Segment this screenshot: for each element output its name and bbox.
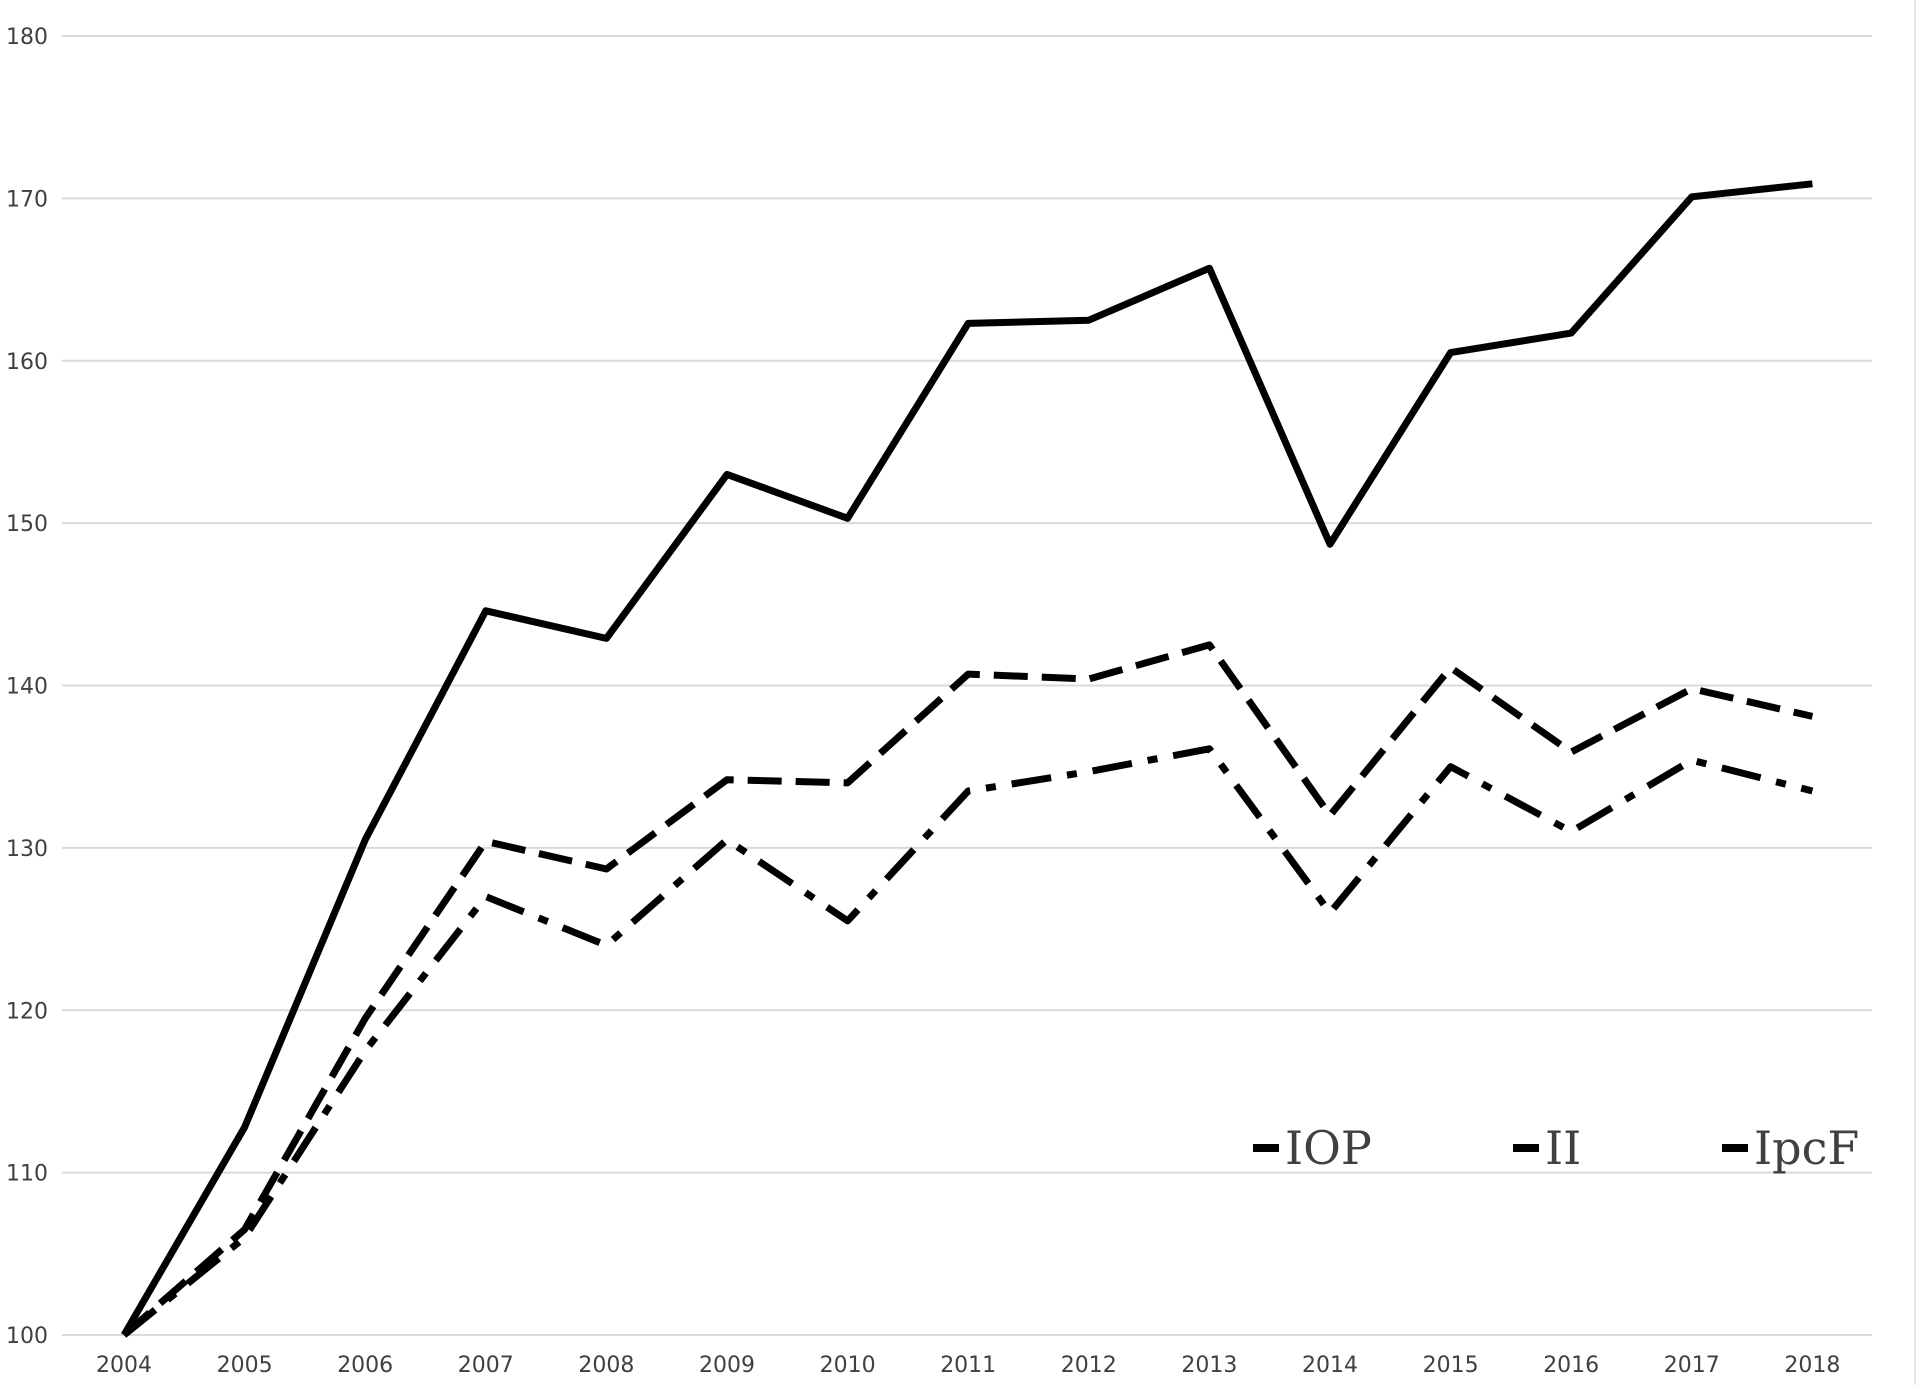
data-point-iop bbox=[845, 918, 851, 924]
data-point-ii bbox=[845, 780, 851, 786]
x-tick-label: 2016 bbox=[1543, 1353, 1599, 1378]
series-line-ipcf bbox=[120, 180, 1813, 1337]
legend: IOP II IpcF bbox=[1253, 1121, 1859, 1175]
data-point-iop bbox=[1086, 769, 1092, 775]
legend-label-iop: IOP bbox=[1285, 1121, 1372, 1175]
data-point-ii bbox=[483, 838, 489, 844]
x-tick-label: 2005 bbox=[217, 1353, 273, 1378]
data-point-ipcf bbox=[724, 471, 730, 477]
data-point-ii bbox=[1206, 642, 1212, 648]
y-tick-label: 110 bbox=[6, 1162, 48, 1187]
data-point-ipcf bbox=[1448, 350, 1454, 356]
data-point-ii bbox=[1568, 749, 1574, 755]
y-tick-label: 170 bbox=[6, 187, 48, 212]
data-point-ii bbox=[724, 777, 730, 783]
y-axis-tick-labels: 100 110 120 130 140 150 160 170 180 bbox=[6, 25, 48, 1349]
series-line-ii bbox=[121, 641, 1814, 1338]
data-point-iop bbox=[965, 788, 971, 794]
data-point-ipcf bbox=[603, 635, 609, 641]
y-tick-label: 160 bbox=[6, 350, 48, 375]
data-point-iop bbox=[1568, 829, 1574, 835]
x-tick-label: 2010 bbox=[820, 1353, 876, 1378]
x-tick-label: 2011 bbox=[940, 1353, 996, 1378]
x-tick-label: 2004 bbox=[96, 1353, 152, 1378]
legend-label-ii: II bbox=[1545, 1121, 1581, 1175]
x-tick-label: 2012 bbox=[1061, 1353, 1117, 1378]
x-tick-label: 2018 bbox=[1784, 1353, 1840, 1378]
data-point-ii bbox=[362, 1015, 368, 1021]
data-point-ipcf bbox=[483, 608, 489, 614]
data-point-iop bbox=[362, 1048, 368, 1054]
x-tick-label: 2007 bbox=[458, 1353, 514, 1378]
data-point-ipcf bbox=[242, 1124, 248, 1130]
data-point-ipcf bbox=[965, 320, 971, 326]
data-point-ipcf bbox=[1327, 541, 1333, 547]
data-point-ipcf bbox=[1206, 265, 1212, 271]
y-tick-label: 150 bbox=[6, 512, 48, 537]
data-point-ii bbox=[603, 866, 609, 872]
data-point-ipcf bbox=[1689, 194, 1695, 200]
x-tick-label: 2008 bbox=[578, 1353, 634, 1378]
data-point-ipcf bbox=[1809, 181, 1815, 187]
data-point-ii bbox=[242, 1226, 248, 1232]
data-point-iop bbox=[603, 942, 609, 948]
x-tick-label: 2009 bbox=[699, 1353, 755, 1378]
x-tick-label: 2017 bbox=[1664, 1353, 1720, 1378]
data-point-ipcf bbox=[362, 837, 368, 843]
y-tick-label: 180 bbox=[6, 25, 48, 50]
y-tick-label: 120 bbox=[6, 999, 48, 1024]
data-point-ii bbox=[1689, 686, 1695, 692]
y-tick-label: 140 bbox=[6, 675, 48, 700]
x-tick-label: 2015 bbox=[1423, 1353, 1479, 1378]
series-line-iop bbox=[121, 745, 1814, 1338]
y-tick-label: 130 bbox=[6, 837, 48, 862]
x-tick-label: 2006 bbox=[337, 1353, 393, 1378]
data-point-ii bbox=[965, 671, 971, 677]
gridlines bbox=[62, 35, 1872, 1336]
data-point-ii bbox=[1448, 665, 1454, 671]
series-lines bbox=[120, 180, 1815, 1338]
x-tick-label: 2014 bbox=[1302, 1353, 1358, 1378]
data-point-ipcf bbox=[845, 515, 851, 521]
data-point-iop bbox=[1448, 764, 1454, 770]
data-point-ipcf bbox=[1086, 317, 1092, 323]
legend-label-ipcf: IpcF bbox=[1754, 1121, 1859, 1175]
x-tick-label: 2013 bbox=[1181, 1353, 1237, 1378]
y-tick-label: 100 bbox=[6, 1324, 48, 1349]
data-point-ipcf bbox=[1568, 330, 1574, 336]
x-axis-tick-labels: 2004 2005 2006 2007 2008 2009 2010 2011 2012 2013… bbox=[96, 1353, 1840, 1378]
data-point-ii bbox=[1086, 676, 1092, 682]
data-point-ii bbox=[1327, 812, 1333, 818]
data-point-ii bbox=[1809, 713, 1815, 719]
data-point-iop bbox=[1327, 910, 1333, 916]
data-point-iop bbox=[724, 837, 730, 843]
data-point-iop bbox=[1689, 757, 1695, 763]
data-point-iop bbox=[483, 894, 489, 900]
data-point-ipcf bbox=[121, 1332, 127, 1338]
data-point-iop bbox=[1809, 788, 1815, 794]
data-point-iop bbox=[1206, 746, 1212, 752]
